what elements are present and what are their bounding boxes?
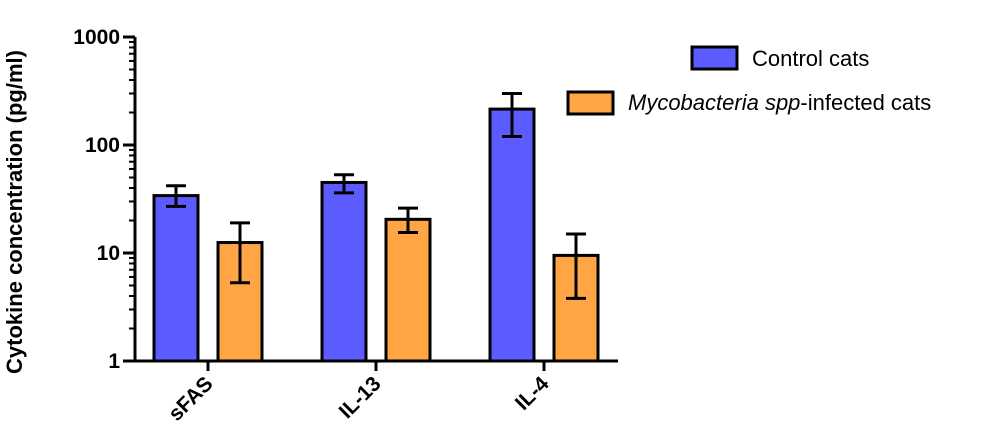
- legend-swatch-control: [690, 45, 739, 71]
- bar: [384, 217, 432, 363]
- category-label: IL-13: [335, 372, 386, 423]
- bar: [552, 253, 600, 363]
- category-label: sFAS: [164, 372, 217, 425]
- y-tick-label: 1000: [73, 26, 120, 49]
- y-axis-label: Cytokine concentration (pg/ml): [2, 50, 27, 374]
- bar: [216, 241, 264, 363]
- legend: Control cats Mycobacteria spp-infected c…: [566, 45, 931, 116]
- y-tick-label: 10: [97, 242, 120, 265]
- error-bars: [166, 91, 586, 300]
- bar: [152, 194, 200, 363]
- legend-swatch-infected: [566, 90, 615, 116]
- y-tick-label: 1: [108, 350, 120, 373]
- category-labels: sFAS IL-13 IL-4: [164, 372, 554, 426]
- y-tick-labels: 1 10 100 1000: [73, 26, 120, 373]
- legend-label-infected: Mycobacteria spp-infected cats: [628, 90, 931, 115]
- bars: [152, 107, 600, 363]
- bar: [320, 180, 368, 363]
- bar: [488, 107, 536, 363]
- legend-label-infected-rest: -infected cats: [800, 90, 931, 115]
- axes: [123, 35, 618, 371]
- legend-label-infected-italic: Mycobacteria spp: [628, 90, 800, 115]
- y-tick-label: 100: [85, 134, 120, 157]
- legend-label-control: Control cats: [752, 46, 869, 71]
- category-label: IL-4: [511, 372, 554, 415]
